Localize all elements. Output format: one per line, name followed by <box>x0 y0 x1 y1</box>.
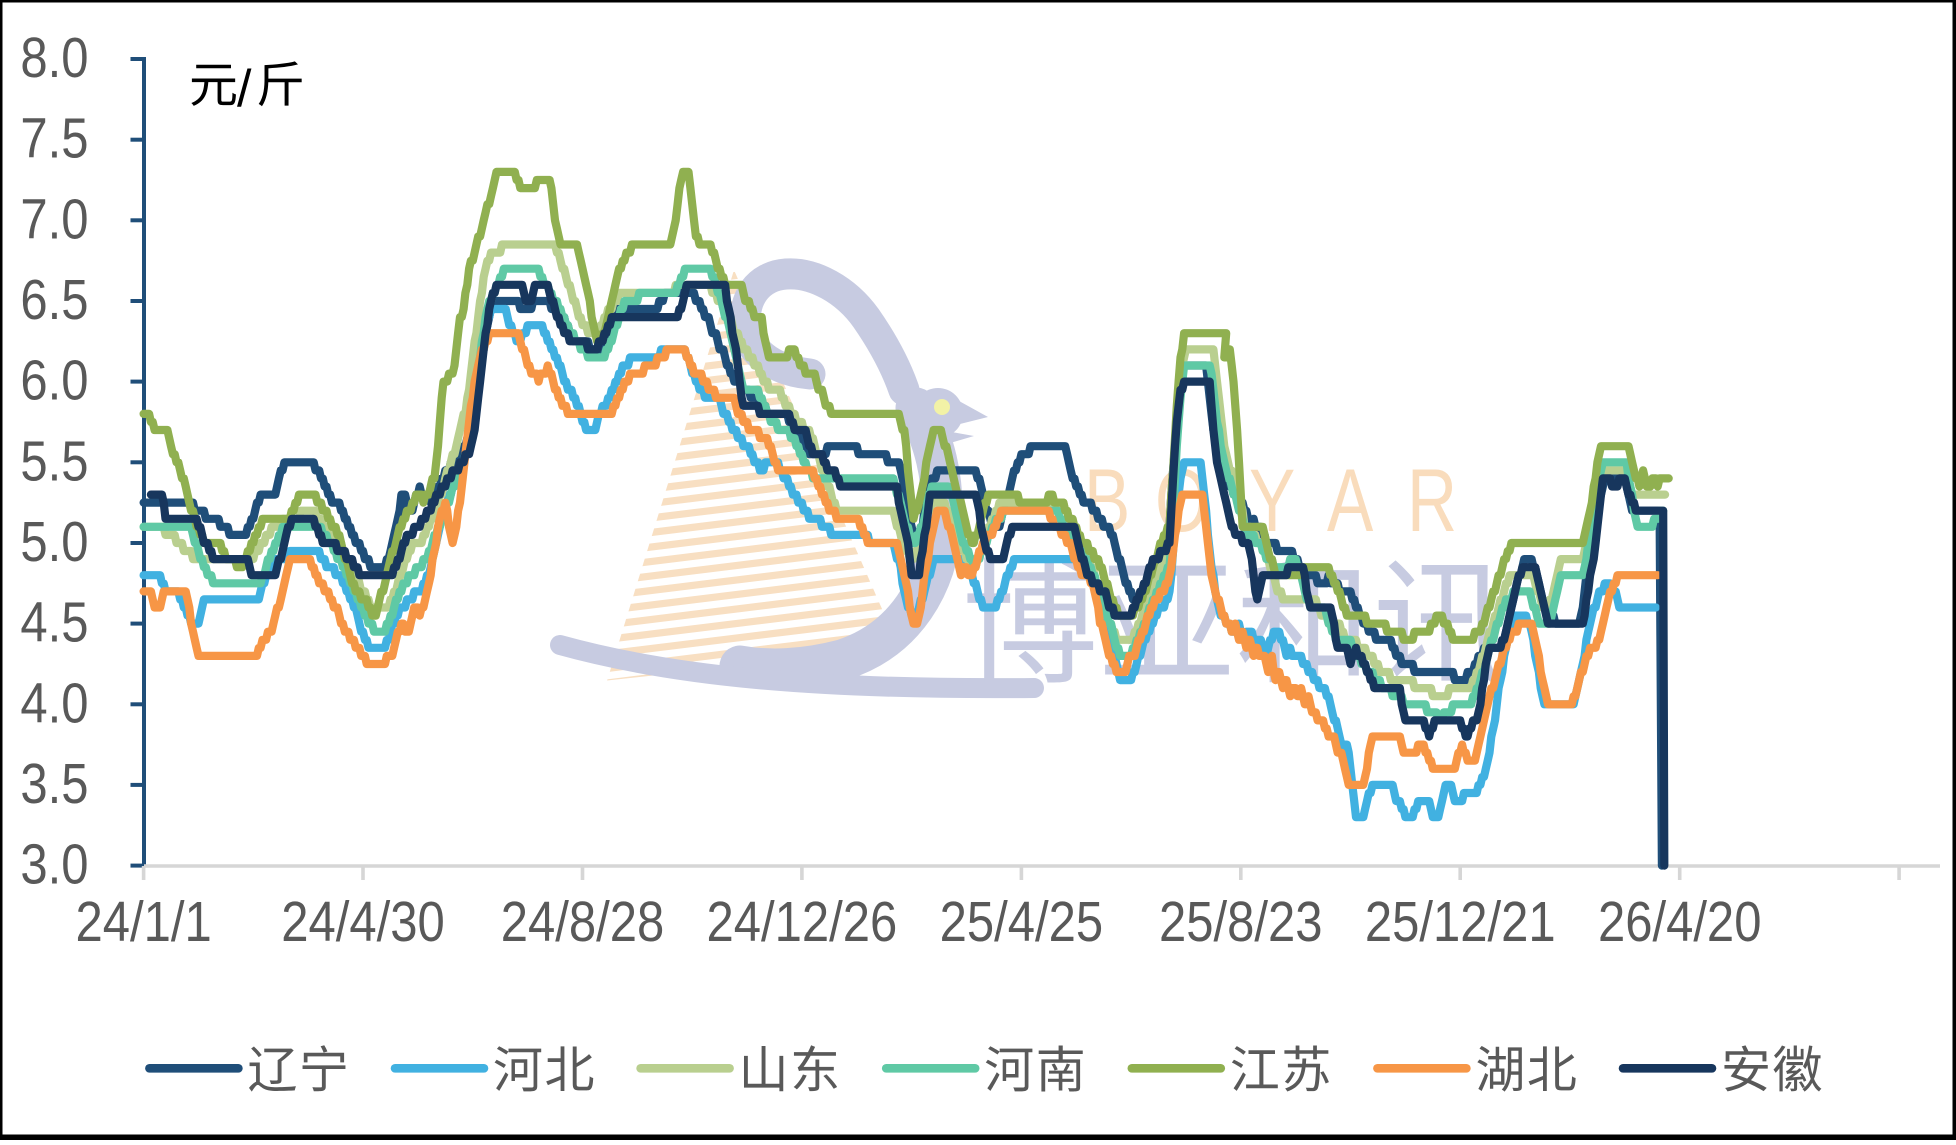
svg-text:5.0: 5.0 <box>20 511 88 574</box>
svg-text:3.0: 3.0 <box>20 833 88 896</box>
svg-text:25/4/25: 25/4/25 <box>940 891 1104 954</box>
svg-text:6.0: 6.0 <box>20 349 88 412</box>
svg-text:R: R <box>1407 451 1457 550</box>
svg-text:4.5: 4.5 <box>20 591 88 654</box>
svg-text:24/1/1: 24/1/1 <box>75 891 211 954</box>
svg-text:3.5: 3.5 <box>20 753 88 816</box>
svg-text:8.0: 8.0 <box>20 27 88 90</box>
svg-text:25/12/21: 25/12/21 <box>1365 891 1556 954</box>
svg-text:24/4/30: 24/4/30 <box>281 891 445 954</box>
svg-text:26/4/20: 26/4/20 <box>1598 891 1762 954</box>
svg-text:4.0: 4.0 <box>20 672 88 735</box>
svg-text:24/12/26: 24/12/26 <box>707 891 898 954</box>
svg-text:5.5: 5.5 <box>20 430 88 493</box>
svg-text:25/8/23: 25/8/23 <box>1159 891 1323 954</box>
svg-text:7.5: 7.5 <box>20 107 88 170</box>
svg-text:7.0: 7.0 <box>20 188 88 251</box>
svg-text:A: A <box>1327 451 1374 550</box>
svg-text:24/8/28: 24/8/28 <box>501 891 665 954</box>
svg-text:6.5: 6.5 <box>20 269 88 332</box>
svg-text:/: / <box>237 60 252 118</box>
